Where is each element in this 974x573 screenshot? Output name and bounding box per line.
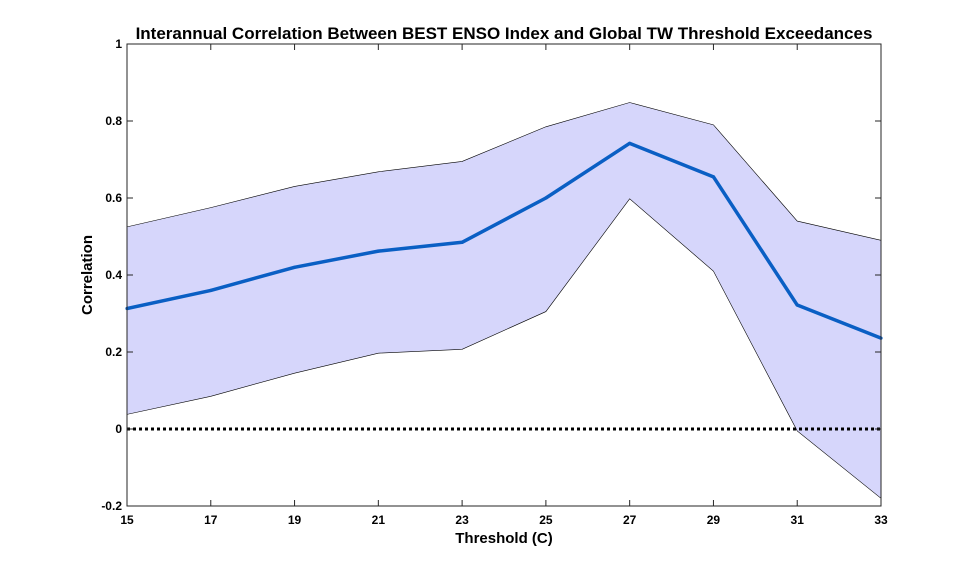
x-tick-label: 23 [455,513,469,527]
correlation-series-line [126,141,882,340]
x-tick-layer: 15 17 19 21 23 25 27 29 31 33 [120,44,888,527]
x-tick-label: 19 [288,513,302,527]
series-point [376,249,380,253]
y-tick-label: 0.6 [105,191,122,205]
y-tick-label: 1 [115,37,122,51]
series-point [544,196,548,200]
y-tick-layer: -0.2 0 0.2 0.4 0.6 0.8 1 [101,37,881,513]
series-point [711,175,716,179]
y-tick-label: 0.8 [105,114,122,128]
x-tick-label: 21 [372,513,386,527]
confidence-band-area [127,102,881,499]
x-tick-label: 27 [623,513,637,527]
series-point [628,141,632,145]
y-axis-label: Correlation [79,235,96,315]
x-tick-label: 15 [120,513,134,527]
series-point [795,303,799,307]
x-tick-label: 29 [707,513,721,527]
y-tick-label: 0.4 [105,268,122,282]
x-tick-label: 25 [539,513,553,527]
confidence-band-layer [126,102,882,499]
x-tick-label: 31 [791,513,805,527]
x-axis-label: Threshold (C) [455,530,553,547]
series-point [292,265,297,269]
confidence-band-lower-edge [126,198,882,499]
y-tick-label: -0.2 [101,499,122,513]
x-tick-label: 17 [204,513,218,527]
series-point [460,240,464,244]
series-layer [125,141,883,340]
x-tick-label: 33 [874,513,888,527]
series-point [209,288,213,292]
y-tick-label: 0 [115,422,122,436]
y-tick-label: 0.2 [105,345,122,359]
chart-title: Interannual Correlation Between BEST ENS… [136,24,873,43]
confidence-band-upper-edge [126,102,882,241]
